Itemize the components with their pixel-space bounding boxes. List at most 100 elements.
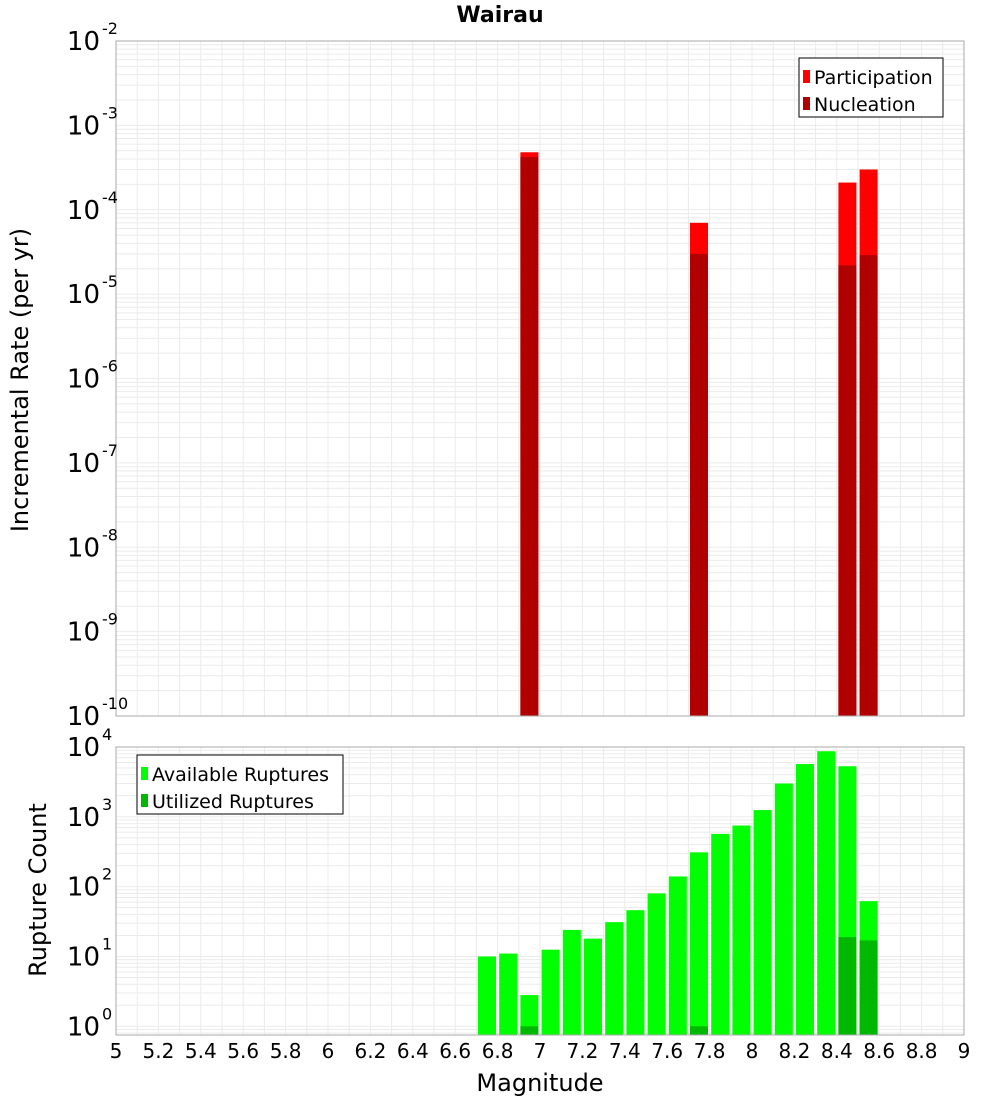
grid-lines <box>115 41 965 717</box>
legend-swatch <box>141 767 148 780</box>
y-tick-exponent: -3 <box>102 103 118 122</box>
y-tick-label: 10 <box>67 1012 100 1042</box>
y-tick-exponent: 2 <box>102 865 112 884</box>
y-tick-exponent: -5 <box>102 272 118 291</box>
x-tick-label: 7 <box>534 1039 547 1063</box>
bar <box>774 783 793 1035</box>
bar <box>817 751 836 1035</box>
y-tick-exponent: -6 <box>102 357 118 376</box>
x-axis-label: Magnitude <box>476 1069 603 1097</box>
legend-swatch <box>803 97 810 110</box>
y-tick-exponent: 0 <box>102 1004 112 1023</box>
x-tick-label: 9 <box>958 1039 971 1063</box>
legend-swatch <box>141 794 148 807</box>
bar <box>605 922 624 1035</box>
y-tick-exponent: -7 <box>102 441 118 460</box>
x-tick-label: 5.6 <box>227 1039 259 1063</box>
bar <box>859 940 878 1035</box>
bar <box>626 910 645 1035</box>
x-tick-label: 7.8 <box>694 1039 726 1063</box>
y-tick-exponent: 4 <box>102 725 112 744</box>
x-tick-label: 6.8 <box>482 1039 514 1063</box>
y-tick-label: 10 <box>67 27 100 57</box>
bar <box>838 936 857 1035</box>
x-tick-label: 8.2 <box>778 1039 810 1063</box>
legend-box <box>798 57 944 118</box>
y-tick-label: 10 <box>67 196 100 226</box>
y-tick-label: 10 <box>67 803 100 833</box>
y-tick-label: 10 <box>67 702 100 732</box>
y-tick-exponent: -10 <box>102 694 128 713</box>
bar <box>584 938 602 1035</box>
x-tick-labels: 5 5.2 5.4 5.6 5.8 6 6.2 6.4 6.6 6.8 7 7.2 7.4 7.6 7.8 8… <box>110 1039 971 1063</box>
x-tick-label: 6.6 <box>439 1039 471 1063</box>
y-tick-exponent: -4 <box>102 188 118 207</box>
x-tick-label: 8.4 <box>821 1039 853 1063</box>
x-tick-label: 6.2 <box>354 1039 386 1063</box>
x-tick-label: 8 <box>746 1039 759 1063</box>
y-tick-exponent: -2 <box>102 19 118 38</box>
x-tick-label: 8.6 <box>863 1039 895 1063</box>
bar <box>796 764 814 1035</box>
bar <box>690 253 708 716</box>
bar <box>499 953 518 1035</box>
bar <box>647 893 666 1035</box>
y-tick-label: 10 <box>67 942 100 972</box>
y-tick-label: 10 <box>67 873 100 903</box>
x-tick-label: 5.4 <box>185 1039 217 1063</box>
legend-label: Participation <box>814 67 933 89</box>
y-tick-exponent: 1 <box>102 934 112 953</box>
x-tick-label: 7.4 <box>609 1039 641 1063</box>
bar <box>478 956 496 1035</box>
bar <box>520 995 539 1035</box>
series-1-bars <box>520 936 878 1035</box>
plot-frame <box>115 40 965 717</box>
top-legend: Participation Nucleation <box>798 57 944 118</box>
x-tick-label: 8.8 <box>906 1039 938 1063</box>
bar <box>753 810 772 1035</box>
bar <box>690 852 708 1035</box>
y-tick-label: 10 <box>67 449 100 479</box>
bar <box>668 876 687 1035</box>
legend-label: Available Ruptures <box>152 764 329 786</box>
bar <box>562 929 581 1035</box>
legend-label: Nucleation <box>814 94 916 116</box>
y-tick-label: 10 <box>67 733 100 763</box>
series-1-bars <box>520 157 878 717</box>
y-tick-exponent: -9 <box>102 610 118 629</box>
bottom-plot-area: 10 010 110 210 310 45 5.2 5.4 5.6 5.8 6 6.2 6.4 6.6 6.… <box>67 725 970 1063</box>
bottom-legend: Available Ruptures Utilized Ruptures <box>136 754 344 815</box>
y-tick-label: 10 <box>67 111 100 141</box>
chart-title: Wairau <box>456 3 543 28</box>
bottom-y-axis-label: Rupture Count <box>24 803 52 977</box>
plot-frame <box>115 746 965 1036</box>
bar <box>690 1026 708 1035</box>
top-y-axis-label: Incremental Rate (per yr) <box>6 228 34 532</box>
legend-swatch <box>803 70 810 83</box>
y-tick-label: 10 <box>67 280 100 310</box>
x-tick-label: 5.8 <box>270 1039 302 1063</box>
bar <box>859 255 878 716</box>
bar <box>520 1026 539 1035</box>
y-tick-exponent: -8 <box>102 525 118 544</box>
x-tick-label: 7.2 <box>566 1039 598 1063</box>
bar <box>541 949 560 1035</box>
y-tick-label: 10 <box>67 365 100 395</box>
x-tick-label: 5 <box>110 1039 123 1063</box>
bar <box>838 265 857 716</box>
y-tick-label: 10 <box>67 533 100 563</box>
bar <box>732 825 751 1035</box>
bar <box>711 833 730 1035</box>
legend-label: Utilized Ruptures <box>152 791 314 813</box>
x-tick-label: 6.4 <box>397 1039 429 1063</box>
legend-box <box>136 754 344 815</box>
y-tick-label: 10 <box>67 618 100 648</box>
bar <box>520 157 539 717</box>
x-tick-label: 5.2 <box>142 1039 174 1063</box>
x-tick-label: 6 <box>322 1039 335 1063</box>
y-tick-exponent: 3 <box>102 795 112 814</box>
